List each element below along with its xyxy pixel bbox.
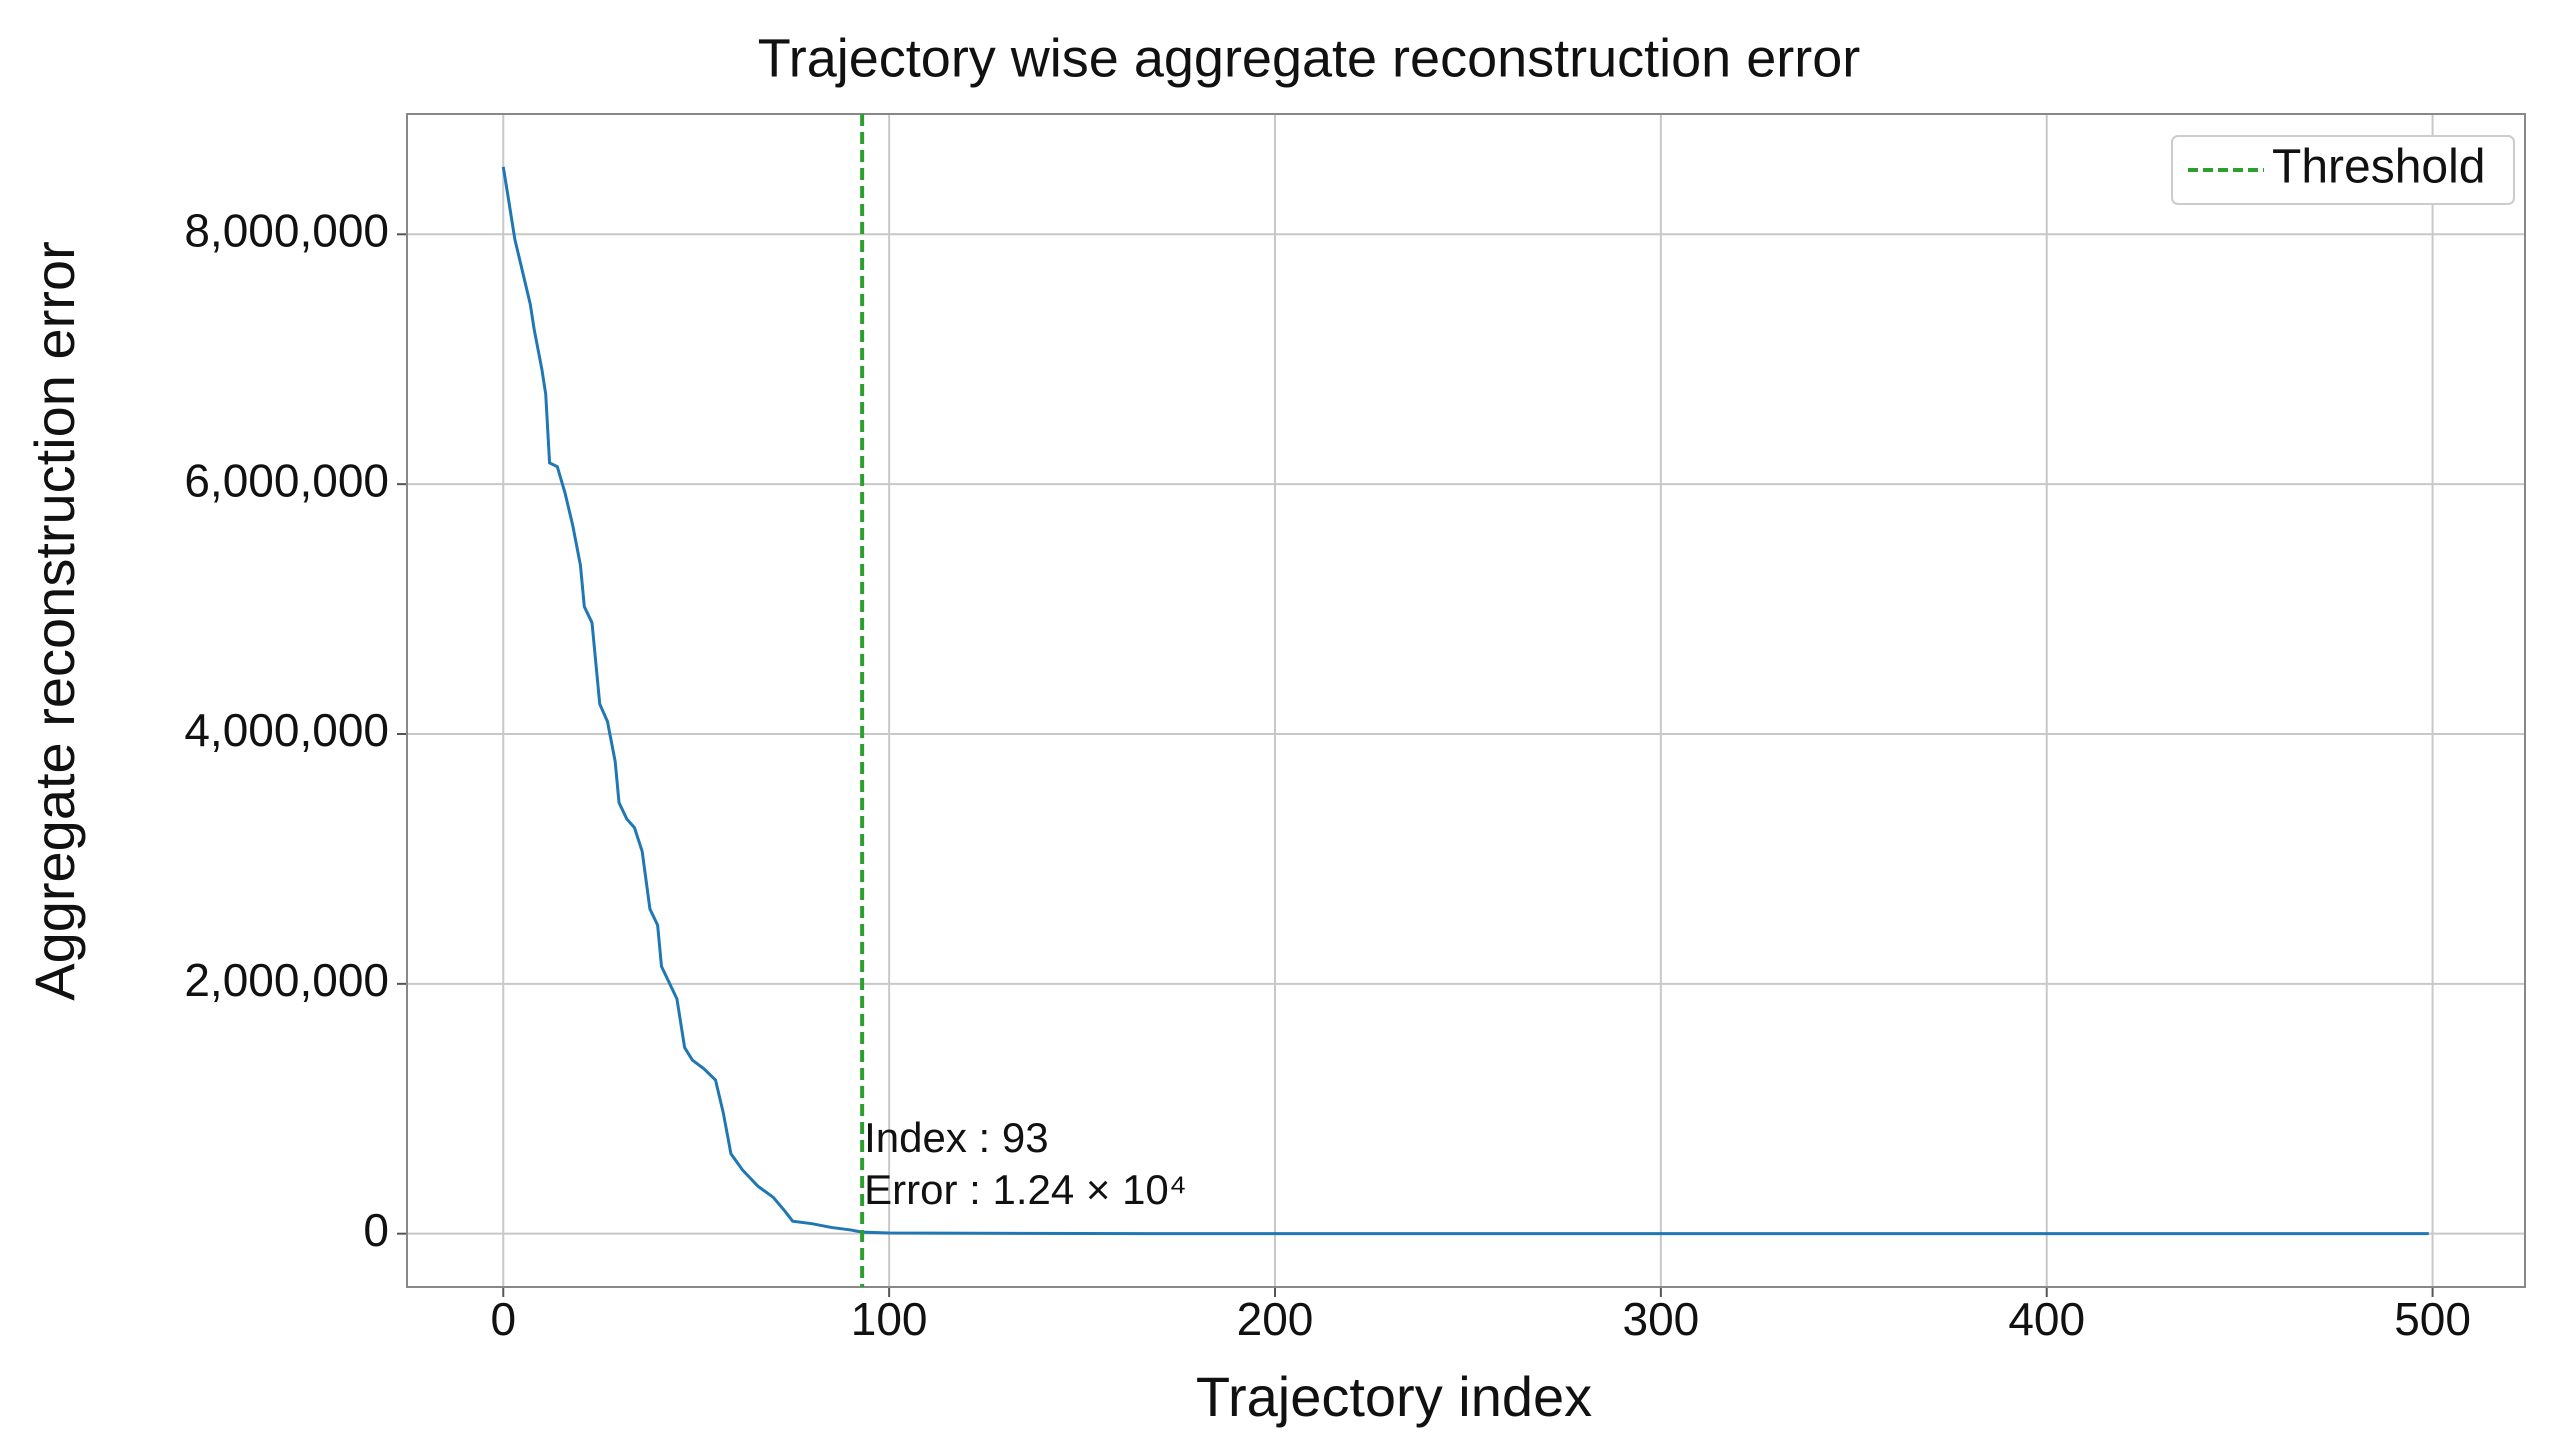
plot-frame — [406, 113, 2526, 1288]
y-tick-label: 6,000,000 — [184, 454, 389, 506]
data-line — [501, 166, 2429, 1236]
x-tick-label: 100 — [851, 1293, 928, 1345]
annotation: Error : 1.24 × 10⁴ — [864, 1166, 1187, 1213]
y-axis-label: Aggregate reconstruction error — [23, 241, 86, 1001]
x-tick-label: 200 — [1237, 1293, 1314, 1345]
y-tick-label: 0 — [363, 1204, 389, 1256]
y-tick-label: 2,000,000 — [184, 954, 389, 1006]
chart-title: Trajectory wise aggregate reconstruction… — [758, 28, 1860, 88]
x-axis-label: Trajectory index — [1196, 1365, 1592, 1428]
y-tick-label: 4,000,000 — [184, 704, 389, 756]
annotation: Index : 93 — [864, 1114, 1048, 1161]
y-tick-label: 8,000,000 — [184, 204, 389, 256]
x-tick-label: 400 — [2008, 1293, 2085, 1345]
x-tick-label: 300 — [1622, 1293, 1699, 1345]
legend-label: Threshold — [2272, 141, 2485, 194]
legend-box — [2171, 135, 2515, 205]
x-tick-label: 500 — [2394, 1293, 2471, 1345]
x-tick-label: 0 — [490, 1293, 516, 1345]
